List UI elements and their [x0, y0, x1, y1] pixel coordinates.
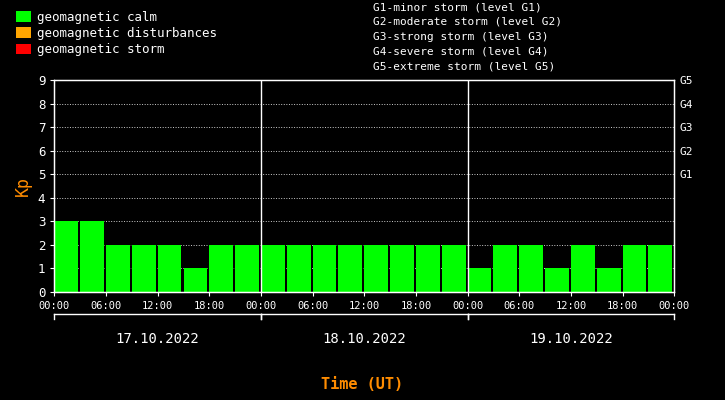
Bar	[132, 245, 156, 292]
Text: G1-minor storm (level G1)
G2-moderate storm (level G2)
G3-strong storm (level G3: G1-minor storm (level G1) G2-moderate st…	[373, 2, 563, 71]
Bar	[339, 245, 362, 292]
Bar	[623, 245, 647, 292]
Bar	[494, 245, 517, 292]
Bar	[157, 245, 181, 292]
Bar	[54, 221, 78, 292]
Bar	[210, 245, 233, 292]
Y-axis label: Kp: Kp	[14, 176, 33, 196]
Bar	[468, 268, 492, 292]
Bar	[106, 245, 130, 292]
Bar	[235, 245, 259, 292]
Bar	[312, 245, 336, 292]
Bar	[287, 245, 310, 292]
Text: 18.10.2022: 18.10.2022	[323, 332, 406, 346]
Bar	[416, 245, 440, 292]
Bar	[442, 245, 465, 292]
Bar	[597, 268, 621, 292]
Bar	[390, 245, 414, 292]
Bar	[80, 221, 104, 292]
Text: 19.10.2022: 19.10.2022	[529, 332, 613, 346]
Bar	[183, 268, 207, 292]
Bar	[571, 245, 594, 292]
Bar	[648, 245, 672, 292]
Bar	[519, 245, 543, 292]
Bar	[261, 245, 285, 292]
Legend: geomagnetic calm, geomagnetic disturbances, geomagnetic storm: geomagnetic calm, geomagnetic disturbanc…	[14, 8, 220, 58]
Text: 17.10.2022: 17.10.2022	[116, 332, 199, 346]
Bar	[545, 268, 569, 292]
Bar	[364, 245, 388, 292]
Text: Time (UT): Time (UT)	[321, 377, 404, 392]
